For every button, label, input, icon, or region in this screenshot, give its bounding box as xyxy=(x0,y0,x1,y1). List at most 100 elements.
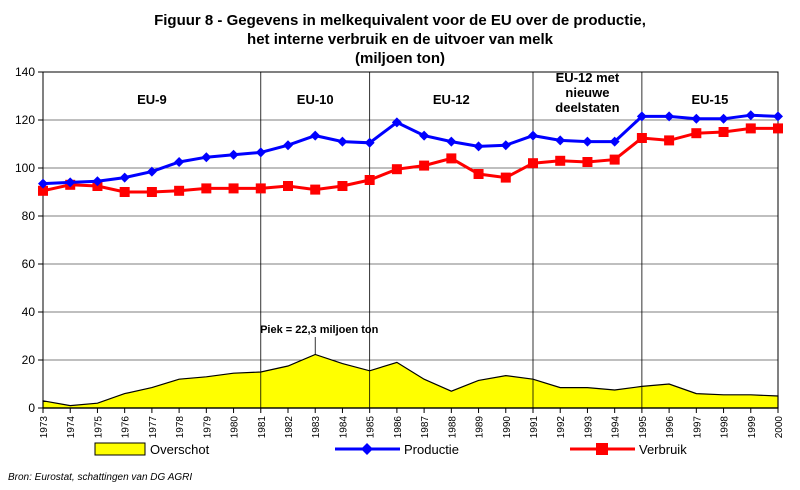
verbruik-point xyxy=(555,155,566,166)
overschot-area xyxy=(42,353,779,409)
verbruik-point xyxy=(255,183,266,194)
legend-label-overschot: Overschot xyxy=(150,442,210,457)
productie-point xyxy=(473,141,484,152)
x-tick-label: 2000 xyxy=(774,416,785,439)
y-tick-label: 140 xyxy=(15,65,35,79)
verbruik-point xyxy=(337,181,348,191)
productie-point xyxy=(582,136,593,147)
y-tick-label: 20 xyxy=(22,353,36,367)
chart-title-line-3: (miljoen ton) xyxy=(355,50,445,67)
x-tick-label: 1982 xyxy=(284,416,295,439)
productie-point xyxy=(500,140,511,151)
verbruik-point xyxy=(528,158,538,169)
period-label: EU-9 xyxy=(137,92,167,107)
productie-point xyxy=(419,130,430,141)
verbruik-point xyxy=(283,181,293,191)
productie-point xyxy=(119,172,130,183)
productie-point xyxy=(664,111,675,122)
x-tick-label: 1989 xyxy=(475,416,486,439)
chart-title-line-1: Figuur 8 - Gegevens in melkequivalent vo… xyxy=(154,12,646,29)
productie-point xyxy=(773,111,783,122)
legend-swatch-overschot xyxy=(94,442,146,456)
productie-point xyxy=(446,136,457,147)
x-tick-label: 1995 xyxy=(638,416,649,439)
productie-point xyxy=(38,178,48,189)
x-tick-label: 1991 xyxy=(529,416,540,439)
x-tick-label: 1980 xyxy=(230,416,241,439)
verbruik-point xyxy=(419,160,430,171)
verbruik-point xyxy=(310,184,321,195)
verbruik-point xyxy=(609,154,620,165)
x-tick-label: 1976 xyxy=(121,416,132,439)
x-tick-label: 1979 xyxy=(202,416,213,439)
verbruik-point xyxy=(691,128,702,139)
productie-point xyxy=(718,113,729,124)
x-tick-label: 1997 xyxy=(692,416,703,439)
period-label: EU-12 met xyxy=(556,70,620,85)
legend: Overschot Productie Verbruik xyxy=(94,442,687,457)
period-label: nieuwe xyxy=(565,85,609,100)
productie-line xyxy=(42,113,779,186)
x-tick-label: 1992 xyxy=(556,416,567,439)
plot-area: 0 20 40 60 80 100 120 140 EU-9 EU-10 EU-12 EU-12 me… xyxy=(15,65,785,457)
productie-point xyxy=(201,152,212,163)
verbruik-point xyxy=(446,153,457,164)
verbruik-point xyxy=(201,183,212,194)
y-tick-label: 120 xyxy=(15,113,35,127)
verbruik-point xyxy=(745,123,756,134)
y-tick-label: 40 xyxy=(22,305,36,319)
x-tick-label: 1993 xyxy=(583,416,594,439)
productie-point xyxy=(337,136,348,147)
verbruik-line xyxy=(42,126,778,194)
x-tick-label: 1988 xyxy=(447,416,458,439)
legend-label-productie: Productie xyxy=(404,442,459,457)
productie-point xyxy=(636,111,647,122)
x-tick-label: 1973 xyxy=(39,416,50,439)
verbruik-point xyxy=(119,187,130,197)
verbruik-point xyxy=(364,175,375,185)
x-tick-label: 1981 xyxy=(257,416,268,439)
productie-point xyxy=(92,176,103,187)
x-tick-label: 1975 xyxy=(93,416,104,439)
y-tick-label: 80 xyxy=(22,209,36,223)
verbruik-point xyxy=(38,185,48,196)
productie-point xyxy=(146,166,157,177)
verbruik-point xyxy=(636,133,647,143)
x-tick-label: 1983 xyxy=(311,416,322,439)
productie-point xyxy=(609,136,620,147)
period-label: deelstaten xyxy=(555,100,619,115)
x-tick-label: 1998 xyxy=(720,416,731,439)
productie-point xyxy=(283,140,293,151)
verbruik-point xyxy=(473,169,484,179)
x-tick-label: 1978 xyxy=(175,416,186,439)
period-label: EU-10 xyxy=(297,92,334,107)
peak-annotation: Piek = 22,3 miljoen ton xyxy=(260,324,379,336)
verbruik-point xyxy=(582,157,593,167)
period-label: EU-15 xyxy=(692,92,729,107)
verbruik-point xyxy=(391,164,402,175)
verbruik-point xyxy=(500,172,511,183)
productie-point xyxy=(364,137,375,148)
y-tick-label: 60 xyxy=(22,257,36,271)
productie-point xyxy=(691,113,702,124)
verbruik-point xyxy=(228,183,239,194)
x-tick-label: 1986 xyxy=(393,416,404,439)
productie-point xyxy=(65,177,76,188)
productie-point xyxy=(310,130,321,141)
productie-point xyxy=(228,149,239,160)
x-tick-label: 1994 xyxy=(611,416,622,439)
verbruik-point xyxy=(718,127,729,137)
verbruik-point xyxy=(174,185,185,196)
productie-point xyxy=(174,157,185,167)
chart-title-line-2: het interne verbruik en de uitvoer van m… xyxy=(247,31,554,48)
productie-point xyxy=(255,147,266,158)
source-note: Bron: Eurostat, schattingen van DG AGRI xyxy=(8,472,193,483)
x-tick-label: 1974 xyxy=(66,416,77,439)
verbruik-point xyxy=(773,123,783,134)
productie-point xyxy=(391,117,402,128)
x-tick-label: 1977 xyxy=(148,416,159,439)
x-tick-label: 1999 xyxy=(747,416,758,439)
x-tick-label: 1990 xyxy=(502,416,513,439)
productie-point xyxy=(555,135,566,146)
